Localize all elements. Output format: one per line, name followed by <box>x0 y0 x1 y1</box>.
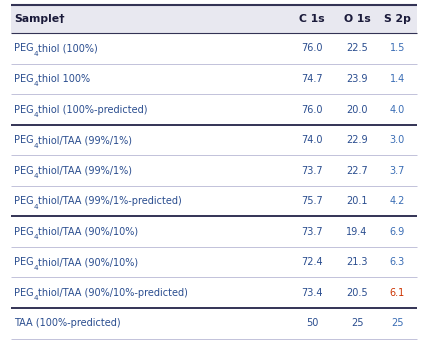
Text: thiol/TAA (99%/1%): thiol/TAA (99%/1%) <box>38 135 132 145</box>
Text: thiol/TAA (99%/1%-predicted): thiol/TAA (99%/1%-predicted) <box>38 196 182 206</box>
Text: PEG: PEG <box>14 74 33 84</box>
Text: PEG: PEG <box>14 105 33 115</box>
Text: 4: 4 <box>33 112 38 118</box>
Text: 4.0: 4.0 <box>390 105 405 115</box>
Text: 6.3: 6.3 <box>390 257 405 267</box>
Text: 1.5: 1.5 <box>390 43 405 53</box>
Text: S 2p: S 2p <box>384 14 411 24</box>
Text: PEG: PEG <box>14 288 33 298</box>
Text: 1.4: 1.4 <box>390 74 405 84</box>
Text: 3.7: 3.7 <box>390 166 405 175</box>
Text: PEG: PEG <box>14 227 33 237</box>
Text: 4: 4 <box>33 173 38 179</box>
Text: 4: 4 <box>33 203 38 210</box>
Text: 22.9: 22.9 <box>346 135 368 145</box>
Text: 4: 4 <box>33 81 38 88</box>
Text: 72.4: 72.4 <box>301 257 323 267</box>
Text: PEG: PEG <box>14 196 33 206</box>
Text: PEG: PEG <box>14 166 33 175</box>
Text: 20.0: 20.0 <box>346 105 368 115</box>
Text: TAA (100%-predicted): TAA (100%-predicted) <box>14 318 121 328</box>
Text: 23.9: 23.9 <box>346 74 368 84</box>
Text: 75.7: 75.7 <box>301 196 323 206</box>
Text: 4: 4 <box>33 295 38 301</box>
Text: 73.7: 73.7 <box>301 166 323 175</box>
Text: thiol/TAA (90%/10%-predicted): thiol/TAA (90%/10%-predicted) <box>38 288 188 298</box>
Text: 50: 50 <box>306 318 318 328</box>
Text: C 1s: C 1s <box>299 14 325 24</box>
Text: thiol (100%-predicted): thiol (100%-predicted) <box>38 105 148 115</box>
Text: 76.0: 76.0 <box>301 43 323 53</box>
Text: 6.9: 6.9 <box>390 227 405 237</box>
Text: Sample†: Sample† <box>14 14 65 24</box>
Text: thiol/TAA (90%/10%): thiol/TAA (90%/10%) <box>38 257 138 267</box>
Text: 20.5: 20.5 <box>346 288 368 298</box>
Text: 22.5: 22.5 <box>346 43 368 53</box>
Text: 21.3: 21.3 <box>346 257 368 267</box>
Text: 73.7: 73.7 <box>301 227 323 237</box>
Text: 6.1: 6.1 <box>390 288 405 298</box>
Text: 74.7: 74.7 <box>301 74 323 84</box>
Text: 25: 25 <box>351 318 363 328</box>
Text: thiol/TAA (90%/10%): thiol/TAA (90%/10%) <box>38 227 138 237</box>
Text: O 1s: O 1s <box>343 14 371 24</box>
Text: 22.7: 22.7 <box>346 166 368 175</box>
Text: thiol/TAA (99%/1%): thiol/TAA (99%/1%) <box>38 166 132 175</box>
Text: PEG: PEG <box>14 135 33 145</box>
Bar <box>11 5 417 33</box>
Text: 4: 4 <box>33 143 38 148</box>
Text: thiol (100%): thiol (100%) <box>38 43 98 53</box>
Text: thiol 100%: thiol 100% <box>38 74 91 84</box>
Text: 4: 4 <box>33 265 38 271</box>
Text: 74.0: 74.0 <box>301 135 323 145</box>
Text: 3.0: 3.0 <box>390 135 405 145</box>
Text: 4: 4 <box>33 51 38 57</box>
Text: 76.0: 76.0 <box>301 105 323 115</box>
Text: PEG: PEG <box>14 43 33 53</box>
Text: 20.1: 20.1 <box>346 196 368 206</box>
Text: 4.2: 4.2 <box>390 196 405 206</box>
Text: PEG: PEG <box>14 257 33 267</box>
Text: 73.4: 73.4 <box>301 288 323 298</box>
Text: 19.4: 19.4 <box>346 227 368 237</box>
Text: 4: 4 <box>33 234 38 240</box>
Text: 25: 25 <box>391 318 404 328</box>
